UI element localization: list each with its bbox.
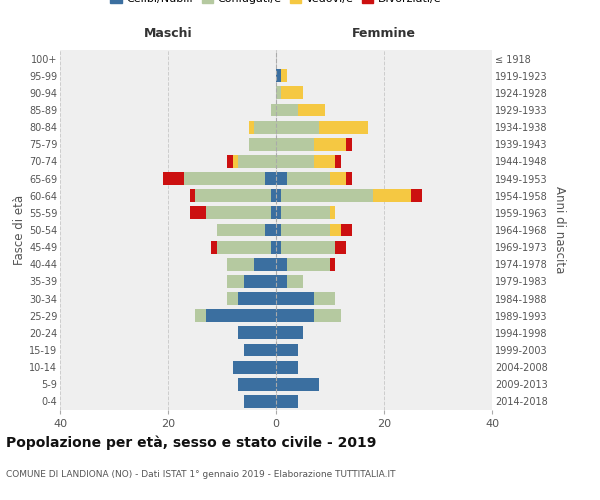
Bar xyxy=(287,258,330,270)
Bar xyxy=(244,395,276,408)
Bar xyxy=(314,310,341,322)
Bar xyxy=(281,190,373,202)
Bar xyxy=(271,190,276,202)
Bar xyxy=(276,155,314,168)
Bar xyxy=(163,172,184,185)
Bar xyxy=(330,172,346,185)
Legend: Celibi/Nubili, Coniugati/e, Vedovi/e, Divorziati/e: Celibi/Nubili, Coniugati/e, Vedovi/e, Di… xyxy=(106,0,446,8)
Bar xyxy=(238,292,276,305)
Text: Popolazione per età, sesso e stato civile - 2019: Popolazione per età, sesso e stato civil… xyxy=(6,435,376,450)
Text: COMUNE DI LANDIONA (NO) - Dati ISTAT 1° gennaio 2019 - Elaborazione TUTTITALIA.I: COMUNE DI LANDIONA (NO) - Dati ISTAT 1° … xyxy=(6,470,395,479)
Bar xyxy=(281,86,303,100)
Bar xyxy=(330,206,335,220)
Bar xyxy=(271,104,276,117)
Bar xyxy=(254,120,276,134)
Bar xyxy=(276,70,281,82)
Bar xyxy=(319,120,368,134)
Bar xyxy=(276,310,314,322)
Bar xyxy=(244,344,276,356)
Bar xyxy=(281,240,335,254)
Bar xyxy=(276,326,303,340)
Bar xyxy=(276,292,314,305)
Bar xyxy=(206,310,276,322)
Bar xyxy=(276,395,298,408)
Bar xyxy=(217,240,271,254)
Bar xyxy=(184,172,265,185)
Bar xyxy=(265,224,276,236)
Bar xyxy=(287,172,330,185)
Bar xyxy=(211,240,217,254)
Bar xyxy=(276,378,319,390)
Bar xyxy=(233,360,276,374)
Bar xyxy=(281,224,330,236)
Bar xyxy=(276,172,287,185)
Bar xyxy=(276,190,281,202)
Bar xyxy=(271,240,276,254)
Bar xyxy=(341,224,352,236)
Bar xyxy=(276,275,287,288)
Bar xyxy=(276,224,281,236)
Bar xyxy=(233,155,238,168)
Bar xyxy=(335,240,346,254)
Bar xyxy=(195,190,271,202)
Bar xyxy=(276,258,287,270)
Bar xyxy=(276,104,298,117)
Bar xyxy=(346,138,352,150)
Bar xyxy=(276,206,281,220)
Bar xyxy=(335,155,341,168)
Bar xyxy=(227,155,233,168)
Bar xyxy=(276,360,298,374)
Bar xyxy=(281,206,330,220)
Bar xyxy=(238,155,276,168)
Bar xyxy=(330,224,341,236)
Bar xyxy=(287,275,303,288)
Bar xyxy=(190,190,195,202)
Bar xyxy=(411,190,422,202)
Bar xyxy=(271,206,276,220)
Bar xyxy=(190,206,206,220)
Bar xyxy=(206,206,271,220)
Bar xyxy=(265,172,276,185)
Bar xyxy=(195,310,206,322)
Bar xyxy=(276,240,281,254)
Bar xyxy=(249,138,276,150)
Bar xyxy=(276,344,298,356)
Bar xyxy=(276,138,314,150)
Bar xyxy=(276,120,319,134)
Text: Femmine: Femmine xyxy=(352,26,416,40)
Bar xyxy=(244,275,276,288)
Bar xyxy=(276,86,281,100)
Text: Maschi: Maschi xyxy=(143,26,193,40)
Bar xyxy=(314,155,335,168)
Y-axis label: Fasce di età: Fasce di età xyxy=(13,195,26,265)
Bar xyxy=(314,138,346,150)
Bar xyxy=(281,70,287,82)
Y-axis label: Anni di nascita: Anni di nascita xyxy=(553,186,566,274)
Bar xyxy=(298,104,325,117)
Bar xyxy=(249,120,254,134)
Bar xyxy=(238,326,276,340)
Bar xyxy=(238,378,276,390)
Bar xyxy=(254,258,276,270)
Bar xyxy=(227,258,254,270)
Bar xyxy=(346,172,352,185)
Bar xyxy=(314,292,335,305)
Bar xyxy=(227,292,238,305)
Bar xyxy=(217,224,265,236)
Bar xyxy=(227,275,244,288)
Bar xyxy=(330,258,335,270)
Bar xyxy=(373,190,411,202)
